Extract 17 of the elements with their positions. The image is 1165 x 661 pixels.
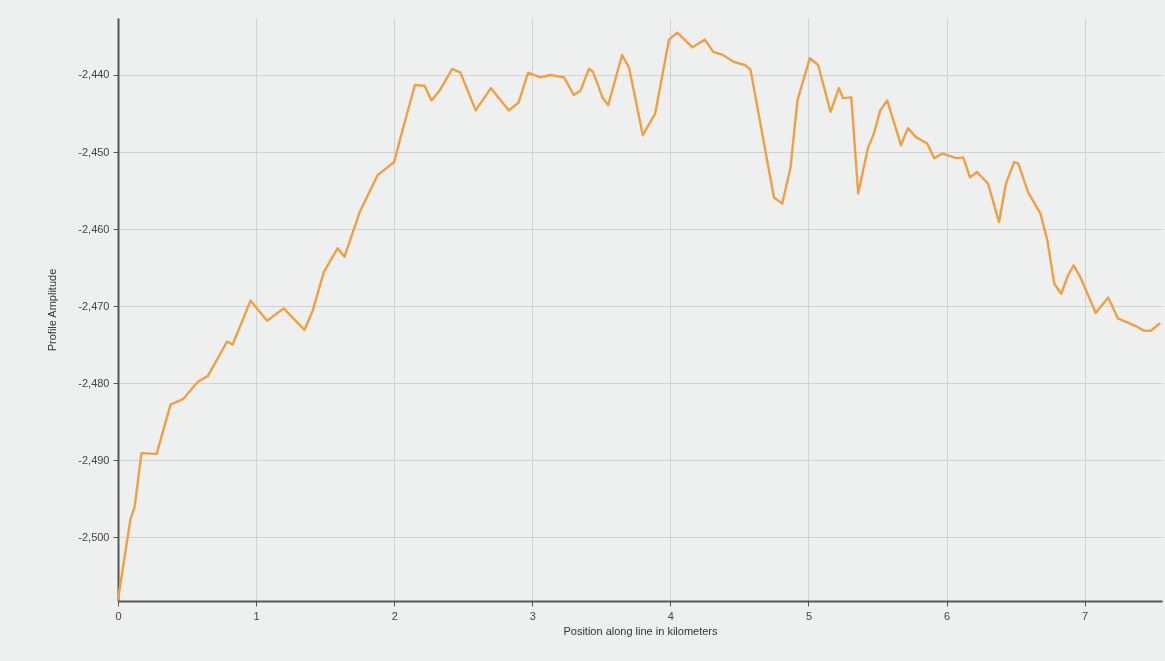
y-axis-title: Profile Amplitude	[46, 268, 59, 352]
y-tick-label: -2,500	[78, 530, 110, 543]
x-tick-label: 1	[253, 609, 260, 622]
x-tick-label: 0	[115, 609, 122, 622]
x-tick-label: 3	[529, 609, 536, 622]
y-tick-label: -2,480	[78, 376, 110, 389]
x-tick-label: 4	[667, 609, 674, 622]
y-tick-label: -2,490	[78, 453, 110, 466]
x-axis-title: Position along line in kilometers	[563, 624, 719, 637]
x-tick-label: 2	[391, 609, 398, 622]
y-tick-label: -2,450	[78, 145, 110, 158]
x-tick-label: 5	[805, 609, 813, 622]
y-tick-label: -2,460	[78, 222, 110, 235]
y-tick-label: -2,440	[78, 68, 110, 81]
x-tick-label: 6	[944, 609, 951, 622]
y-tick-label: -2,470	[78, 299, 110, 312]
x-tick-label: 7	[1082, 609, 1089, 622]
